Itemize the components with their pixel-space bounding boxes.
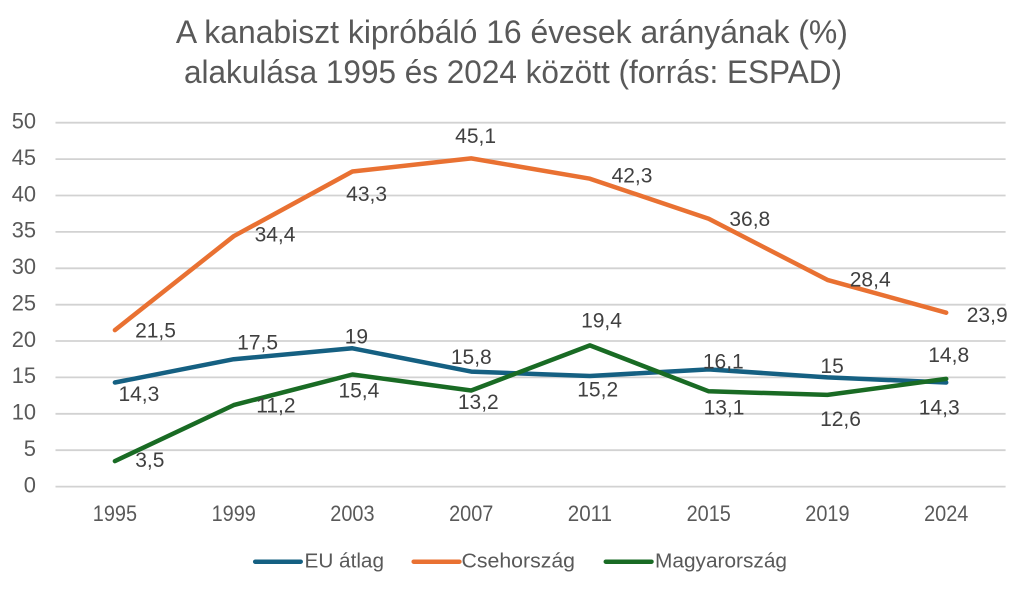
svg-text:45: 45 [12,145,36,170]
svg-text:42,3: 42,3 [612,165,653,188]
svg-text:20: 20 [12,327,36,352]
svg-text:23,9: 23,9 [967,304,1008,327]
svg-text:1999: 1999 [212,501,256,526]
svg-text:15,8: 15,8 [451,346,492,369]
svg-text:30: 30 [12,254,36,279]
svg-text:14,8: 14,8 [928,344,969,367]
svg-text:19: 19 [345,326,368,349]
svg-text:A kanabiszt kipróbáló 16 évese: A kanabiszt kipróbáló 16 évesek arányána… [176,14,848,50]
svg-text:alakulása 1995 és 2024 között: alakulása 1995 és 2024 között (forrás: E… [184,54,842,90]
svg-text:0: 0 [24,472,36,497]
svg-text:19,4: 19,4 [581,310,622,333]
svg-text:13,1: 13,1 [704,396,745,419]
svg-text:10: 10 [12,400,36,425]
svg-text:2015: 2015 [687,501,731,526]
svg-text:2011: 2011 [568,501,612,526]
svg-text:28,4: 28,4 [850,268,891,291]
svg-text:16,1: 16,1 [703,350,744,373]
svg-text:EU átlag: EU átlag [305,550,385,572]
svg-text:25: 25 [12,291,36,316]
svg-text:15,2: 15,2 [577,379,618,402]
svg-text:1995: 1995 [93,501,137,526]
svg-text:36,8: 36,8 [729,208,770,231]
svg-text:43,3: 43,3 [346,183,387,206]
svg-text:12,6: 12,6 [820,408,861,431]
svg-text:34,4: 34,4 [255,224,296,247]
svg-text:Magyarország: Magyarország [655,550,787,572]
svg-text:2019: 2019 [805,501,849,526]
svg-text:3,5: 3,5 [135,449,164,472]
svg-text:2007: 2007 [449,501,493,526]
svg-text:15: 15 [820,355,843,378]
svg-text:14,3: 14,3 [919,396,960,419]
svg-text:2024: 2024 [924,501,968,526]
svg-text:45,1: 45,1 [455,125,496,148]
svg-text:14,3: 14,3 [118,383,159,406]
svg-text:11,2: 11,2 [256,394,295,417]
svg-text:5: 5 [24,436,36,461]
svg-text:13,2: 13,2 [458,391,499,414]
svg-text:21,5: 21,5 [135,320,176,343]
svg-text:17,5: 17,5 [237,331,278,354]
svg-text:40: 40 [12,181,36,206]
svg-text:15,4: 15,4 [338,380,379,403]
svg-text:15: 15 [12,363,36,388]
svg-text:Csehország: Csehország [462,550,576,572]
svg-text:50: 50 [12,109,36,134]
svg-text:2003: 2003 [330,501,374,526]
svg-text:35: 35 [12,218,36,243]
